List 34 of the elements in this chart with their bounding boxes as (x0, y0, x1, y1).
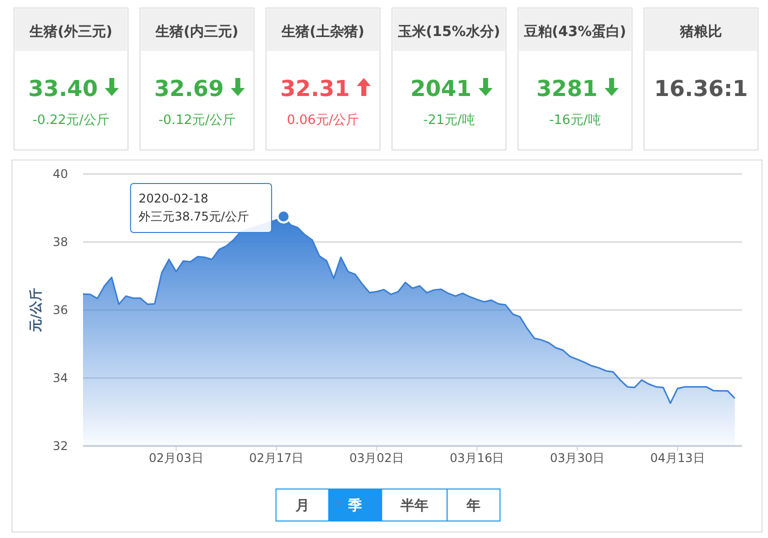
category-label: 生猪(内三元) (154, 24, 238, 40)
data-label: -0.22元/公斤 (32, 113, 110, 128)
y-tick-label: 38 (52, 235, 68, 249)
category-label: 生猪(外三元) (28, 24, 112, 40)
text: 3281 (536, 77, 598, 102)
category-label: 季 (347, 497, 362, 514)
x-tick-label: 02月03日 (148, 451, 204, 465)
annotation: 2020-02-18 外三元38.75元/公斤 (138, 192, 249, 224)
category-label: 生猪(土杂猪) (280, 24, 364, 40)
category-label: 玉米(15%水分) (396, 24, 500, 40)
text: 32.69 (154, 77, 224, 102)
data-label: -16元/吨 (549, 113, 601, 128)
category-label: 月 (294, 498, 310, 514)
data-label: -0.12元/公斤 (158, 113, 236, 128)
y-axis-title: 元/公斤 (28, 288, 44, 333)
data-label: -21元/吨 (423, 113, 475, 128)
x-tick-label: 02月17日 (249, 451, 304, 465)
x-tick-label: 03月16日 (450, 451, 504, 465)
x-tick-label: 04月13日 (650, 451, 705, 465)
category-label: 豆粕(43%蛋白) (522, 24, 626, 40)
data-label: 0.06元/公斤 (286, 113, 360, 128)
x-tick-label: 03月02日 (349, 451, 404, 465)
text: 2041 (410, 77, 472, 102)
y-tick-label: 32 (52, 439, 68, 453)
category-label: 年 (466, 498, 481, 514)
category-label: 半年 (399, 498, 428, 514)
y-tick-label: 40 (52, 167, 68, 181)
text: 33.40 (28, 77, 98, 102)
category-label: 猪粮比 (679, 23, 722, 40)
x-tick-label: 03月30日 (550, 451, 605, 465)
text: 16.36:1 (654, 77, 748, 102)
y-tick-label: 34 (52, 371, 68, 385)
text: 32.31 (280, 77, 350, 102)
y-tick-label: 36 (52, 303, 68, 317)
